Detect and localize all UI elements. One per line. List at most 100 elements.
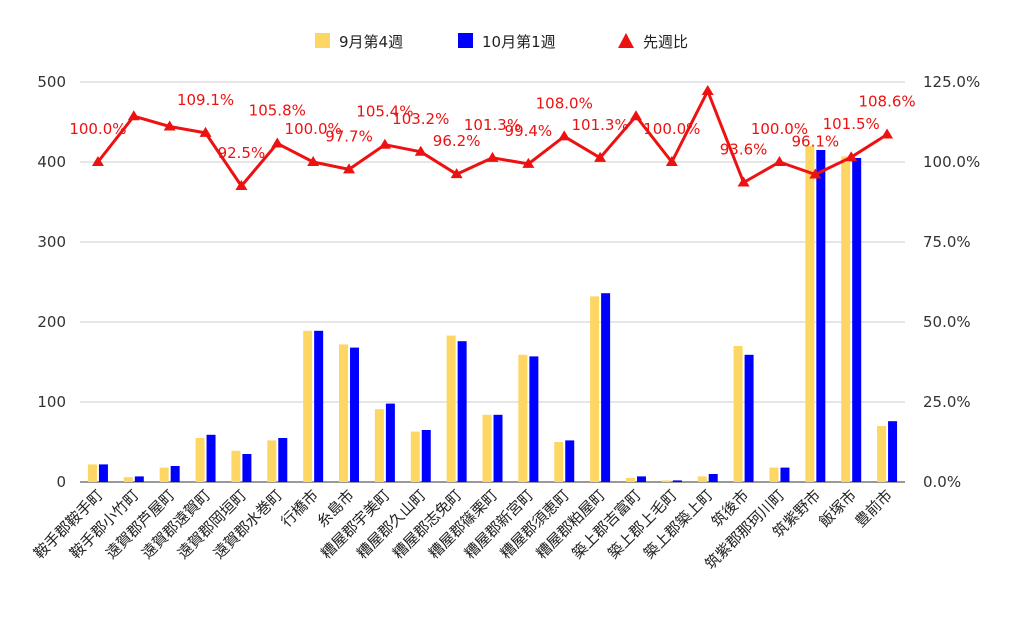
ratio-point — [271, 137, 284, 148]
bar-10月第1週 — [529, 356, 539, 482]
ratio-point — [235, 180, 248, 190]
bar-9月第4週 — [769, 467, 779, 482]
ratio-data-label: 108.0% — [536, 94, 593, 112]
ratio-data-label: 105.8% — [249, 101, 306, 119]
bar-10月第1週 — [636, 476, 646, 482]
ratio-line — [91, 84, 894, 190]
y-right-tick-label: 25.0% — [923, 393, 971, 411]
bar-9月第4週 — [267, 440, 277, 482]
bar-9月第4週 — [87, 464, 97, 482]
y-right-tick-label: 0.0% — [923, 473, 961, 491]
bar-10月第1週 — [708, 474, 718, 482]
bar-9月第4週 — [733, 346, 743, 482]
bar-9月第4週 — [123, 477, 133, 482]
bar-9月第4週 — [446, 335, 456, 482]
ratio-point — [414, 145, 427, 156]
legend-swatch — [458, 33, 473, 48]
ratio-point — [881, 128, 894, 139]
legend-swatch — [618, 33, 634, 48]
right-y-axis: 0.0% 25.0% 50.0% 75.0% 100.0% 125.0% — [923, 73, 980, 491]
bar-10月第1週 — [672, 480, 682, 482]
ratio-data-label: 100.0% — [69, 120, 126, 138]
bar-10月第1週 — [565, 440, 575, 482]
ratio-point — [91, 156, 104, 166]
y-right-tick-label: 100.0% — [923, 153, 980, 171]
legend: 9月第4週 10月第1週 先週比 — [315, 33, 688, 51]
bar-10月第1週 — [888, 421, 898, 482]
bar-10月第1週 — [744, 354, 754, 482]
bar-9月第4週 — [518, 354, 528, 482]
ratio-point — [594, 151, 607, 162]
bar-10月第1週 — [601, 293, 611, 482]
ratio-data-label: 108.6% — [858, 92, 915, 110]
ratio-point — [486, 151, 499, 162]
ratio-data-label: 92.5% — [218, 144, 266, 162]
bar-9月第4週 — [231, 450, 241, 482]
y-left-tick-label: 100 — [37, 393, 66, 411]
ratio-point — [845, 151, 858, 162]
gridlines — [80, 81, 905, 483]
ratio-point — [737, 176, 750, 187]
ratio-data-label: 97.7% — [325, 127, 373, 145]
ratio-data-label: 99.4% — [505, 122, 553, 140]
ratio-point — [522, 157, 535, 168]
bar-9月第4週 — [195, 438, 205, 482]
bar-10月第1週 — [421, 430, 431, 482]
left-y-axis: 0 100 200 300 400 500 — [37, 73, 66, 491]
ratio-point — [343, 163, 356, 174]
ratio-data-label: 101.5% — [823, 115, 880, 133]
bar-9月第4週 — [661, 480, 671, 482]
bar-10月第1週 — [134, 476, 144, 482]
y-left-tick-label: 300 — [37, 233, 66, 251]
ratio-point — [665, 156, 678, 166]
bar-10月第1週 — [206, 434, 216, 482]
ratio-point — [163, 120, 176, 131]
ratio-point — [629, 110, 642, 121]
ratio-data-label: 100.0% — [643, 120, 700, 138]
bar-10月第1週 — [350, 347, 360, 482]
bar-10月第1週 — [816, 150, 826, 482]
legend-label: 9月第4週 — [339, 33, 403, 51]
bar-9月第4週 — [339, 344, 349, 482]
bar-10月第1週 — [98, 464, 108, 482]
bars — [87, 146, 898, 482]
bar-10月第1週 — [385, 403, 395, 482]
legend-label: 10月第1週 — [482, 33, 556, 51]
ratio-data-label: 101.3% — [572, 116, 629, 134]
ratio-data-label: 93.6% — [720, 140, 768, 158]
ratio-data-label: 109.1% — [177, 91, 234, 109]
bar-9月第4週 — [482, 414, 492, 482]
ratio-data-label: 101.3% — [464, 116, 521, 134]
ratio-point — [809, 168, 822, 179]
bar-9月第4週 — [374, 409, 384, 482]
ratio-data-label: 100.0% — [751, 120, 808, 138]
bar-9月第4週 — [159, 467, 169, 482]
bar-10月第1週 — [780, 467, 790, 482]
ratio-point — [127, 110, 140, 121]
ratio-data-label: 96.2% — [433, 132, 481, 150]
ratio-point — [378, 138, 391, 149]
legend-label: 先週比 — [643, 33, 688, 51]
ratio-data-labels: 100.0%109.1%92.5%105.8%100.0%97.7%105.4%… — [69, 91, 915, 162]
bar-10月第1週 — [852, 158, 862, 482]
ratio-data-label: 100.0% — [285, 120, 342, 138]
bar-9月第4週 — [590, 296, 600, 482]
x-category-label: 飯塚市 — [815, 486, 860, 531]
ratio-point — [558, 130, 571, 141]
x-category-label: 行橋市 — [277, 486, 322, 531]
bar-10月第1週 — [170, 466, 180, 482]
y-right-tick-label: 125.0% — [923, 73, 980, 91]
bar-10月第1週 — [242, 454, 252, 482]
ratio-point — [773, 156, 786, 166]
y-right-tick-label: 75.0% — [923, 233, 971, 251]
ratio-data-label: 105.4% — [356, 103, 413, 121]
bar-9月第4週 — [625, 478, 635, 482]
bar-9月第4週 — [410, 431, 420, 482]
ratio-point — [450, 168, 463, 179]
legend-swatch — [315, 33, 330, 48]
ratio-point — [307, 156, 320, 166]
x-category-label: 豊前市 — [851, 486, 896, 531]
y-left-tick-label: 200 — [37, 313, 66, 331]
x-axis-categories: 鞍手郡鞍手町鞍手郡小竹町遠賀郡芦屋町遠賀郡遠賀町遠賀郡岡垣町遠賀郡水巻町行橋市糸… — [30, 486, 896, 573]
